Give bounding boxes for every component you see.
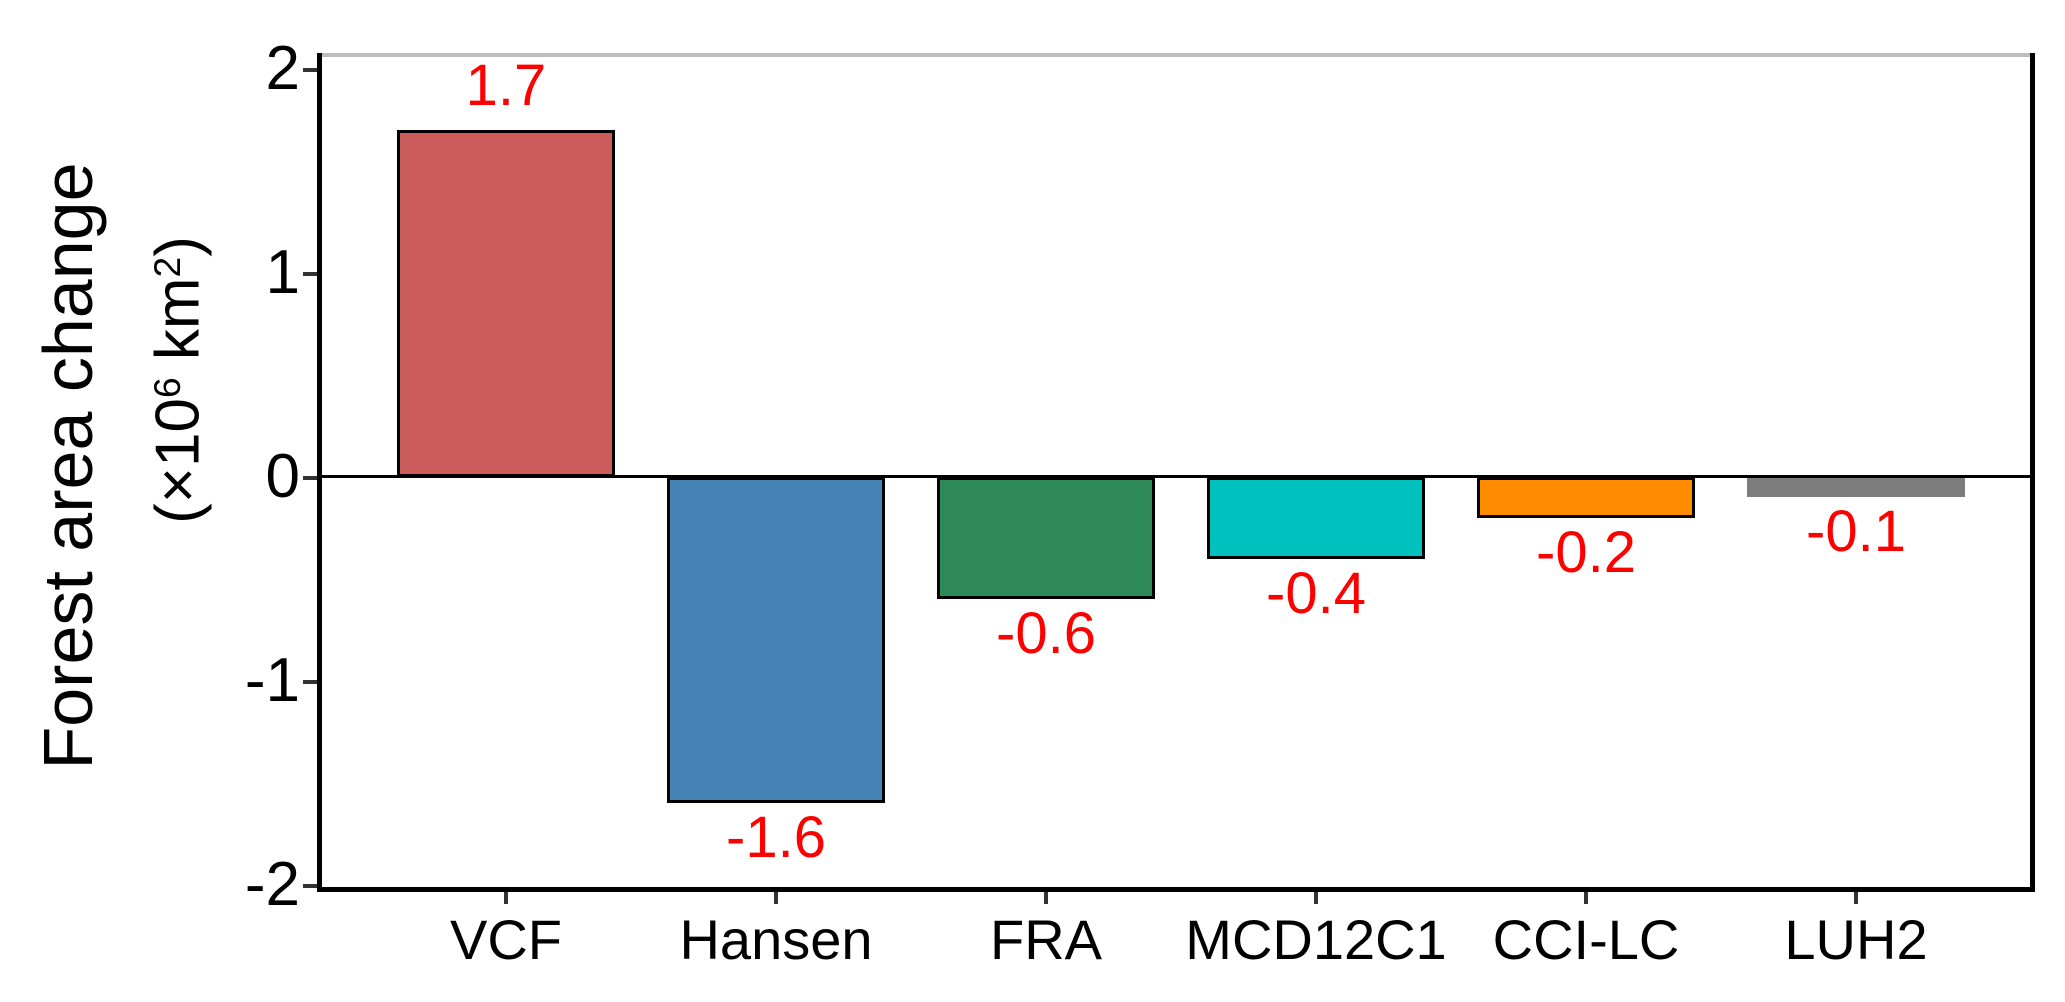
bar-hansen (667, 477, 885, 803)
y-tick-2 (303, 68, 317, 72)
y-tick-label-2: 2 (265, 34, 300, 103)
y-tick-label-0: 0 (265, 442, 300, 511)
x-label-luh2: LUH2 (1784, 908, 1928, 971)
zero-line (322, 475, 2030, 478)
bar-cci-lc (1477, 477, 1695, 518)
bar-fra (937, 477, 1155, 599)
x-label-fra: FRA (990, 908, 1102, 971)
x-label-vcf: VCF (450, 908, 562, 971)
panel-border-right (2030, 53, 2035, 892)
bar-value-label-luh2: -0.1 (1806, 499, 1906, 564)
bar-value-label-mcd12c1: -0.4 (1266, 561, 1366, 626)
x-axis-line (317, 887, 2035, 892)
x-tick-luh2 (1854, 892, 1858, 904)
y-axis-title-line1: Forest area change (29, 162, 107, 770)
x-tick-mcd12c1 (1314, 892, 1318, 904)
x-tick-cci-lc (1584, 892, 1588, 904)
bar-vcf (397, 130, 615, 477)
y-tick--1 (303, 680, 317, 684)
y-tick--2 (303, 884, 317, 888)
x-label-hansen: Hansen (679, 908, 873, 971)
x-tick-fra (1044, 892, 1048, 904)
y-axis-line (317, 53, 322, 892)
y-tick-0 (303, 476, 317, 480)
y-tick-label-1: 1 (265, 238, 300, 307)
bar-value-label-vcf: 1.7 (465, 53, 547, 118)
bar-value-label-cci-lc: -0.2 (1536, 520, 1636, 585)
bar-luh2 (1747, 477, 1965, 497)
bar-value-label-hansen: -1.6 (726, 805, 826, 870)
x-tick-hansen (774, 892, 778, 904)
y-tick-label--1: -1 (244, 646, 300, 715)
x-label-cci-lc: CCI-LC (1492, 908, 1680, 971)
y-axis-unit-exponent: 6 (145, 377, 188, 399)
x-label-mcd12c1: MCD12C1 (1185, 908, 1447, 971)
y-tick-label--2: -2 (244, 850, 300, 919)
y-tick-1 (303, 272, 317, 276)
panel-border-top (317, 53, 2035, 57)
bar-value-label-fra: -0.6 (996, 601, 1096, 666)
x-tick-vcf (504, 892, 508, 904)
bar-mcd12c1 (1207, 477, 1425, 559)
